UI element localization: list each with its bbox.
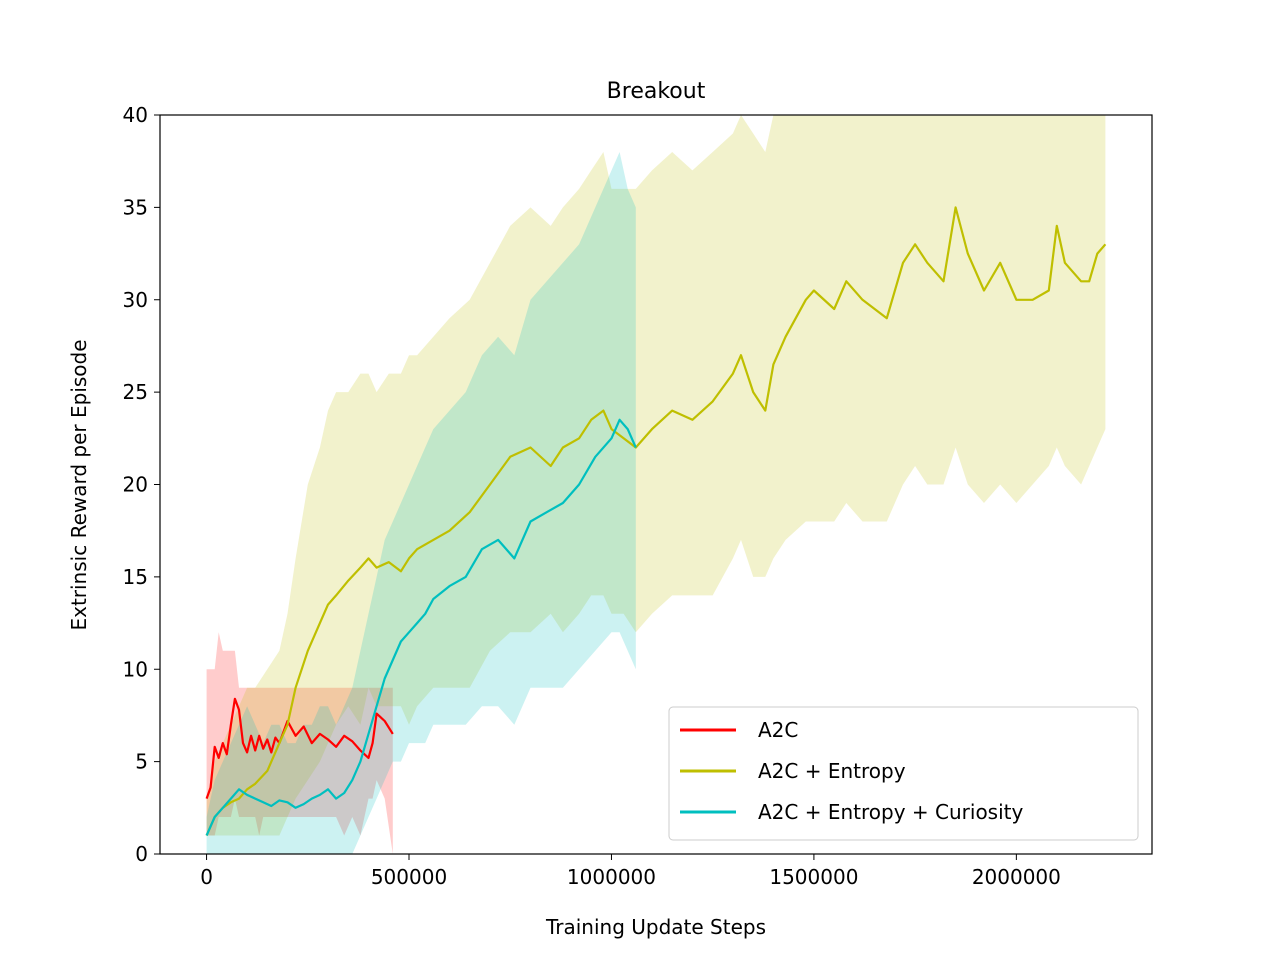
y-tick-label: 35 bbox=[123, 195, 148, 219]
series-3-band bbox=[206, 152, 636, 854]
series-2-band bbox=[206, 115, 1106, 836]
y-tick-label: 20 bbox=[123, 473, 148, 497]
y-tick-label: 10 bbox=[123, 657, 148, 681]
x-tick-label: 1500000 bbox=[769, 865, 858, 889]
chart-title: Breakout bbox=[607, 79, 706, 104]
x-tick-label: 0 bbox=[200, 865, 213, 889]
y-tick-label: 15 bbox=[123, 565, 148, 589]
y-tick-label: 40 bbox=[123, 103, 148, 127]
y-tick-label: 30 bbox=[123, 288, 148, 312]
series-2-line bbox=[205, 206, 1107, 836]
x-tick-label: 1000000 bbox=[567, 865, 656, 889]
x-axis-label: Training Update Steps bbox=[545, 915, 766, 939]
y-tick-label: 0 bbox=[135, 842, 148, 866]
legend: A2C A2C + Entropy A2C + Entropy + Curiosit… bbox=[668, 706, 1139, 841]
legend-label-series-3: A2C + Entropy + Curiosity bbox=[758, 800, 1023, 824]
y-axis-label: Extrinsic Reward per Episode bbox=[67, 339, 91, 630]
legend-label-series-1: A2C bbox=[758, 718, 798, 742]
x-tick-label: 500000 bbox=[371, 865, 447, 889]
x-axis-ticks: 0 500000 1000000 1500000 2000000 bbox=[200, 854, 1061, 889]
legend-box bbox=[668, 706, 1139, 841]
y-tick-label: 5 bbox=[135, 750, 148, 774]
x-tick-label: 2000000 bbox=[972, 865, 1061, 889]
legend-label-series-2: A2C + Entropy bbox=[758, 759, 906, 783]
series-3-line bbox=[205, 418, 637, 836]
y-tick-label: 25 bbox=[123, 380, 148, 404]
y-axis-ticks: 0 5 10 15 20 25 30 35 40 bbox=[123, 103, 160, 866]
series-lines bbox=[205, 206, 1107, 836]
series-1-line bbox=[205, 697, 394, 799]
